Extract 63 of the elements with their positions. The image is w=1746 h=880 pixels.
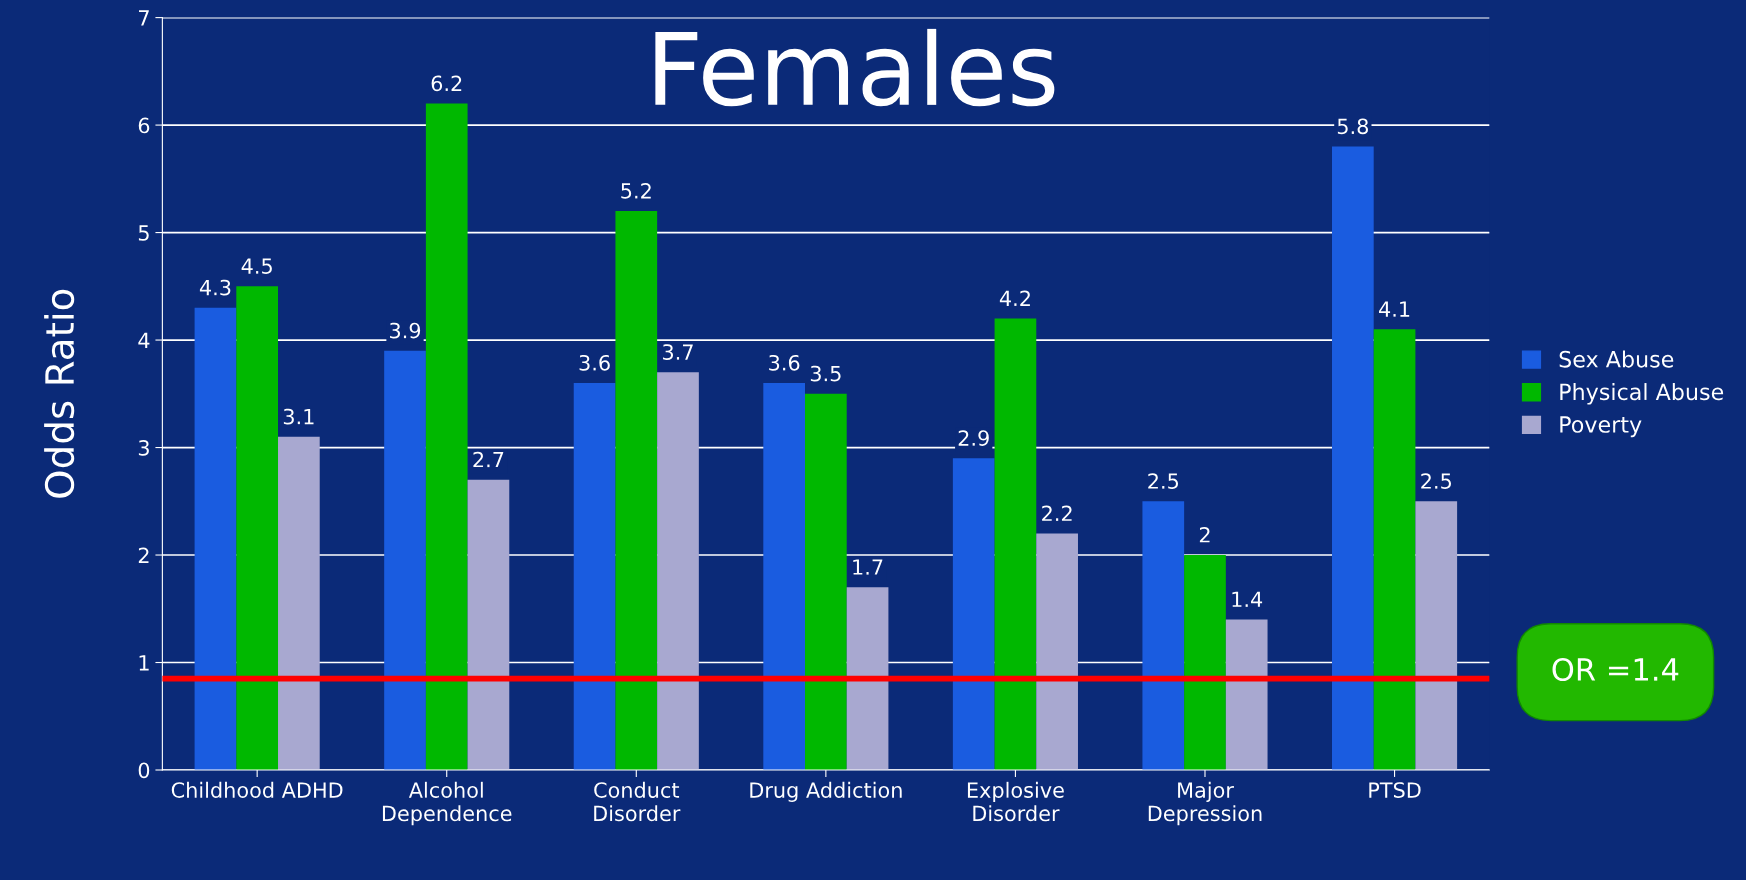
y-tick-label: 0 — [138, 762, 150, 779]
bar — [384, 350, 426, 770]
x-tick-label: Childhood ADHD — [171, 781, 343, 798]
y-axis-title: Odds Ratio — [44, 289, 75, 498]
x-tick-label: PTSD — [1369, 782, 1421, 798]
data-label: 2.7 — [473, 451, 504, 468]
bar — [1036, 533, 1078, 770]
bar — [763, 383, 806, 770]
legend-label: Sex Abuse — [1559, 350, 1674, 368]
bar — [805, 393, 847, 770]
bar — [1225, 619, 1268, 770]
bar — [236, 286, 279, 770]
bar — [573, 383, 616, 770]
bar — [194, 307, 237, 770]
data-label: 1.4 — [1232, 591, 1263, 607]
bar — [467, 479, 510, 770]
bar — [952, 458, 995, 770]
data-label: 4.3 — [199, 279, 231, 296]
bar — [1415, 501, 1458, 770]
data-label: 6.2 — [431, 75, 462, 92]
bar — [846, 587, 889, 770]
data-label: 3.9 — [390, 322, 421, 339]
data-label: 4.2 — [999, 290, 1030, 306]
legend-label: Physical Abuse — [1560, 383, 1724, 405]
data-label: 3.1 — [283, 408, 314, 425]
x-tick-label: Drug Addiction — [750, 781, 902, 802]
data-label: 2.5 — [1421, 473, 1452, 489]
y-tick-label: 5 — [138, 225, 149, 241]
x-tick-label: Explosive Disorder — [967, 781, 1064, 822]
bar — [1184, 555, 1226, 770]
data-label: 1.7 — [853, 559, 883, 575]
data-label: 2.5 — [1148, 473, 1179, 489]
x-tick-label: Major Depression — [1148, 781, 1262, 826]
bar — [1332, 146, 1374, 770]
y-tick-label: 6 — [138, 117, 150, 134]
data-label: 5.8 — [1337, 118, 1368, 135]
y-tick-label: 1 — [139, 655, 149, 671]
bar — [425, 103, 468, 770]
x-tick-label: Conduct Disorder — [594, 781, 681, 822]
legend-label: Poverty — [1560, 416, 1642, 438]
data-label: 3.6 — [769, 354, 800, 371]
data-label: 4.1 — [1379, 301, 1410, 317]
data-label: 2.2 — [1042, 505, 1072, 521]
bar — [615, 211, 658, 770]
bar — [994, 318, 1037, 770]
y-tick-label: 4 — [138, 332, 150, 348]
y-tick-label: 2 — [138, 547, 149, 563]
data-label: 2 — [1199, 526, 1210, 543]
bar — [1142, 501, 1185, 770]
data-label: 3.6 — [579, 354, 610, 371]
y-tick-label: 3 — [138, 440, 149, 456]
data-label: 2.9 — [958, 430, 989, 446]
data-label: 3.5 — [810, 365, 841, 382]
bar — [1373, 329, 1416, 770]
text: OR =1.4 — [1552, 657, 1679, 682]
data-label: 3.7 — [663, 344, 693, 360]
data-label: 4.5 — [241, 258, 272, 274]
bar — [278, 436, 320, 770]
y-tick-label: 7 — [139, 10, 149, 26]
data-label: 5.2 — [621, 182, 651, 199]
chart-title: Females — [655, 28, 1055, 107]
x-tick-label: Alcohol Dependence — [382, 781, 512, 826]
bar — [657, 372, 699, 770]
